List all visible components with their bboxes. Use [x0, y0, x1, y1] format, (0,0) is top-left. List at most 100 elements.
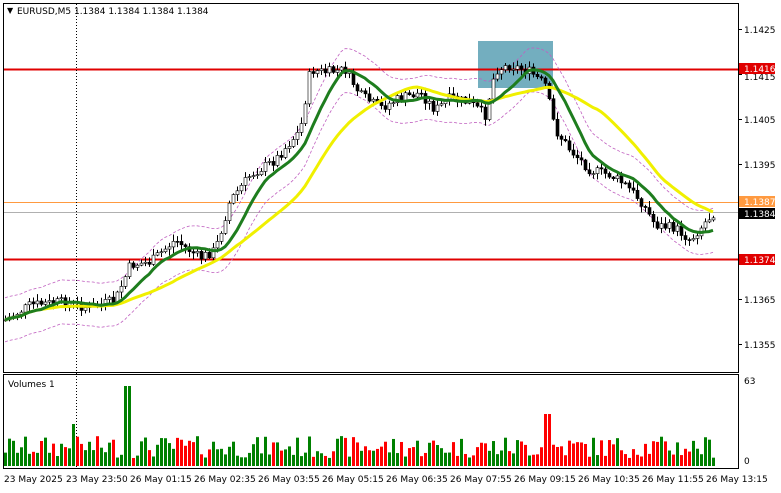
candle-body [475, 102, 480, 107]
candle-body [687, 239, 692, 241]
volume-bar [340, 436, 343, 466]
volume-bar [508, 451, 511, 466]
volume-bar [604, 455, 607, 466]
price-tick: 1.1365 [744, 296, 776, 306]
candle-body [539, 76, 544, 79]
volume-bar [504, 437, 507, 466]
price-tick: 1.1405 [744, 116, 776, 126]
candle-body [543, 77, 548, 84]
volume-bar [672, 454, 675, 466]
volume-bar [124, 386, 127, 466]
volume-bar [640, 456, 643, 466]
volume-bar [172, 448, 175, 466]
volume-bars [4, 386, 715, 466]
volume-bar [480, 442, 483, 466]
sell-zone-highlight [478, 41, 553, 88]
candle-body [227, 202, 232, 221]
candle-body [163, 248, 168, 253]
candle-body [579, 157, 584, 161]
current-price-tag-text: 1.1384 [744, 210, 776, 220]
candle-body [483, 106, 488, 120]
volume-bar [432, 440, 435, 466]
volume-bar [452, 442, 455, 466]
volume-bar [244, 457, 247, 466]
candle-body [339, 66, 344, 71]
candle-body [43, 301, 48, 305]
candle-body [671, 222, 676, 232]
volume-bar [468, 457, 471, 466]
volume-bar [324, 455, 327, 466]
volume-bar [520, 441, 523, 466]
volume-bar [212, 441, 215, 466]
candle-body [435, 104, 440, 112]
candle-body [595, 167, 600, 174]
volume-bar [28, 453, 31, 466]
volume-bar [680, 455, 683, 466]
volume-bar [204, 457, 207, 466]
volume-bar [528, 455, 531, 466]
volume-pane-frame [3, 374, 739, 469]
candle-body [611, 176, 616, 179]
volume-bar [704, 437, 707, 466]
volume-bar [540, 447, 543, 466]
support-tag-text: 1.1374 [744, 256, 776, 266]
volume-bar [112, 439, 115, 466]
volume-bar [572, 443, 575, 466]
candle-body [619, 175, 624, 184]
slow-ma-line [4, 85, 714, 322]
candle-body [647, 207, 652, 215]
candle-body [83, 307, 88, 311]
volume-bar [32, 451, 35, 466]
candle-body [151, 254, 156, 265]
volume-bar [584, 443, 587, 466]
volume-bar [424, 452, 427, 466]
candle-body [199, 251, 204, 260]
volume-bar [600, 440, 603, 466]
candle-body [215, 241, 220, 249]
lower-band-line [4, 91, 714, 343]
volume-bar [612, 444, 615, 466]
candle-body [263, 162, 268, 172]
volume-bar [120, 454, 123, 466]
volume-bar [76, 436, 79, 466]
sell-level-tag [739, 196, 775, 207]
candle-body [431, 100, 436, 112]
price-pane-frame [3, 3, 739, 373]
candle-body [675, 225, 680, 232]
volume-bar [384, 441, 387, 466]
dropdown-triangle-icon[interactable]: ▼ [7, 6, 14, 15]
volume-bar [80, 443, 83, 466]
candle-body [575, 154, 580, 159]
volume-bar [700, 454, 703, 466]
volume-tick: 0 [744, 457, 750, 467]
candle-body [335, 69, 340, 73]
price-tick: 1.1355 [744, 341, 776, 351]
candle-body [515, 65, 520, 70]
volume-bar [332, 451, 335, 466]
volume-bar [648, 453, 651, 466]
candle-body [39, 300, 44, 305]
candle-body [235, 190, 240, 195]
time-tick: 26 May 10:35 [578, 475, 640, 485]
candle-body [555, 118, 560, 137]
volume-bar [632, 449, 635, 466]
volume-bar [300, 456, 303, 466]
volume-bar [176, 437, 179, 466]
candle-body [291, 139, 296, 147]
candle-body [367, 93, 372, 102]
candle-body [111, 296, 116, 303]
candle-body [255, 174, 260, 176]
time-tick: 26 May 05:15 [322, 475, 384, 485]
volume-bar [192, 442, 195, 466]
volume-bar [488, 450, 491, 466]
candle-body [655, 221, 660, 229]
volume-bar [16, 452, 19, 466]
candle-body [503, 65, 508, 71]
candle-body [631, 187, 636, 191]
volume-bar [588, 456, 591, 466]
volume-bar [676, 442, 679, 466]
volume-bar [712, 457, 715, 466]
candle-body [195, 251, 200, 254]
volume-bar [644, 443, 647, 466]
